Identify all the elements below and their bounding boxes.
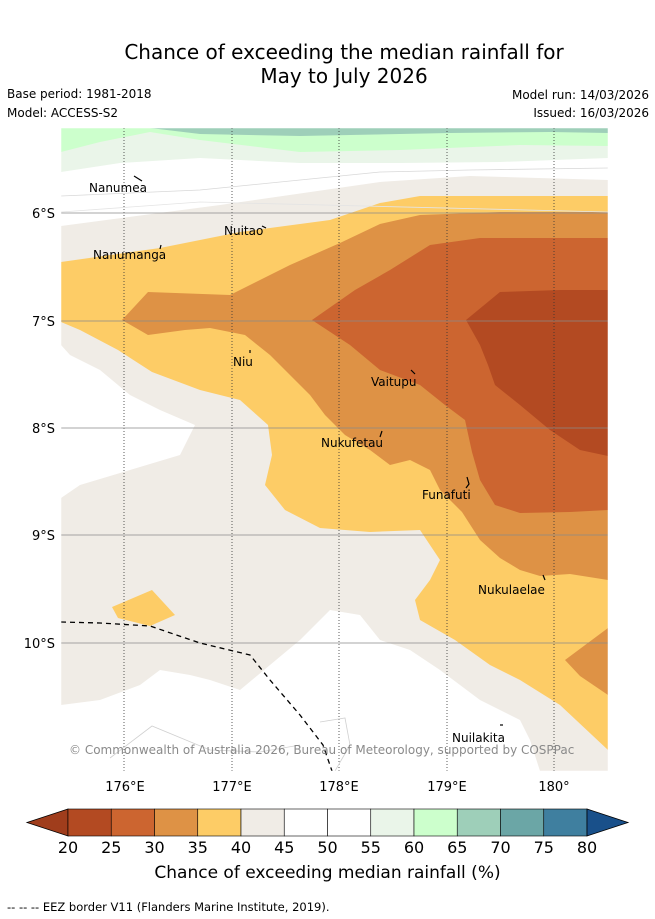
lat-tick-10s: 10°S: [24, 637, 55, 652]
colorbar-low-extend: [25, 808, 69, 837]
colorbar-swatch: [327, 808, 372, 837]
colorbar-swatch: [110, 808, 155, 837]
colorbar-high-extend: [586, 808, 630, 837]
lat-tick-9s: 9°S: [32, 529, 55, 544]
lat-tick-7s: 7°S: [32, 315, 55, 330]
base-period: Base period: 1981-2018: [7, 87, 152, 101]
colorbar-tick-label: 60: [404, 838, 424, 857]
lon-tick-177e: 177°E: [212, 780, 252, 795]
colorbar-tick-label: 80: [577, 838, 597, 857]
place-niu: Niu: [233, 355, 253, 369]
place-vaitupu: Vaitupu: [371, 375, 417, 389]
lat-tick-6s: 6°S: [32, 207, 55, 222]
colorbar-swatch: [456, 808, 501, 837]
nukufetau-island-icon: [379, 430, 383, 438]
funafuti-island-icon: [465, 476, 470, 489]
colorbar-swatch: [413, 808, 458, 837]
lat-tick-8s: 8°S: [32, 422, 55, 437]
colorbar-tick-label: 45: [274, 838, 294, 857]
eez-border: [61, 621, 333, 771]
colorbar: 20 25 30 35 40 45 50 55 60 65 70 75 80: [25, 808, 630, 857]
rainfall-map: Nanumea Nuitao Nanumanga Niu Vaitupu Nuk…: [24, 127, 630, 857]
model-run: Model run: 14/03/2026: [511, 88, 649, 102]
colorbar-swatch: [154, 808, 199, 837]
nukulaelae-island-icon: [542, 574, 546, 581]
colorbar-swatch: [543, 808, 588, 837]
vaitupu-island-icon: [410, 369, 416, 375]
nanumanga-island-icon: [159, 244, 162, 250]
place-nanumea: Nanumea: [89, 181, 147, 195]
colorbar-swatch: [500, 808, 545, 837]
place-nukufetau: Nukufetau: [321, 436, 383, 450]
chart-title: Chance of exceeding the median rainfall …: [0, 40, 655, 88]
colorbar-swatch: [240, 808, 285, 837]
colorbar-tick-label: 50: [317, 838, 337, 857]
copyright-notice: © Commonwealth of Australia 2026, Bureau…: [69, 743, 574, 757]
colorbar-label: Chance of exceeding median rainfall (%): [154, 863, 501, 883]
eez-footnote: -- -- -- EEZ border V11 (Flanders Marine…: [7, 900, 330, 914]
title-line-2: May to July 2026: [260, 64, 428, 88]
place-nuitao: Nuitao: [224, 224, 263, 238]
lon-tick-180: 180°: [538, 780, 569, 795]
region-20-25: [466, 290, 608, 456]
colorbar-tick-label: 35: [188, 838, 208, 857]
region-60-65: [61, 128, 608, 152]
colorbar-tick-label: 75: [534, 838, 554, 857]
title-line-1: Chance of exceeding the median rainfall …: [124, 40, 564, 64]
colorbar-tick-label: 65: [447, 838, 467, 857]
colorbar-swatch: [197, 808, 242, 837]
region-65-70: [150, 128, 608, 136]
place-nukulaelae: Nukulaelae: [478, 583, 545, 597]
colorbar-tick-label: 25: [101, 838, 121, 857]
place-nuilakita: Nuilakita: [452, 731, 505, 745]
nanumea-island-icon: [133, 175, 143, 182]
colorbar-swatch: [283, 808, 328, 837]
colorbar-tick-label: 30: [144, 838, 164, 857]
model-name: Model: ACCESS-S2: [7, 106, 119, 120]
issued-date: Issued: 16/03/2026: [533, 106, 649, 120]
colorbar-tick-label: 55: [361, 838, 381, 857]
colorbar-tick-label: 40: [231, 838, 251, 857]
colorbar-swatch: [370, 808, 415, 837]
lon-tick-179e: 179°E: [427, 780, 467, 795]
nuitao-island-icon: [261, 225, 267, 229]
contour-layer: [61, 128, 608, 771]
lon-tick-176e: 176°E: [105, 780, 145, 795]
colorbar-tick-label: 20: [58, 838, 78, 857]
lon-tick-178e: 178°E: [319, 780, 359, 795]
place-funafuti: Funafuti: [422, 488, 471, 502]
colorbar-swatch: [67, 808, 112, 837]
colorbar-tick-label: 70: [490, 838, 510, 857]
place-nanumanga: Nanumanga: [93, 248, 166, 262]
